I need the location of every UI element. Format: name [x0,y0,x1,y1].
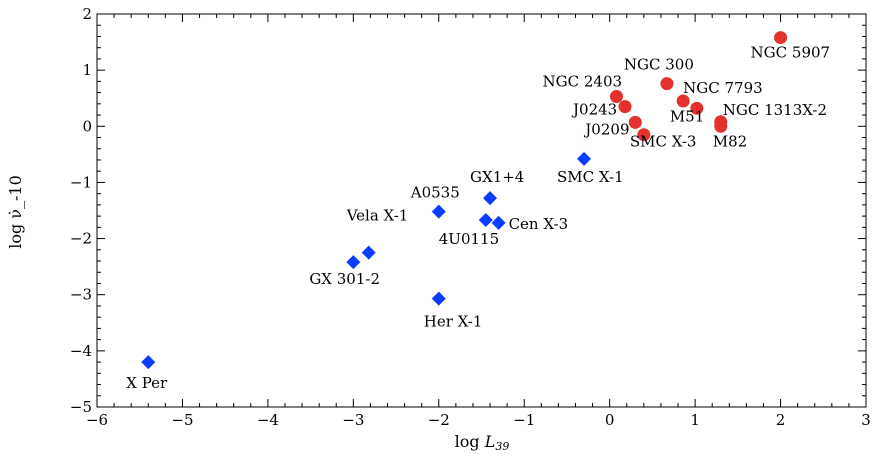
point-labels: X Per GX 301-2 Vela X-1 Her X-1 A0535 4U0115 C… [126,44,830,393]
point-label: J0209 [583,120,629,138]
y-tick-label: −2 [70,230,92,248]
x-axis-title: log L39 [455,432,510,453]
point-label: GX1+4 [470,168,524,186]
data-point-circle [714,119,728,133]
data-point-circle [618,100,632,114]
point-label: X Per [126,374,168,392]
data-point-circle [637,128,651,142]
data-point-diamond [361,245,376,260]
point-label: Her X-1 [424,313,483,331]
data-point-circle [690,101,704,115]
y-tick-label: 0 [82,117,92,135]
data-point-diamond [431,291,446,306]
x-tick-label: −1 [513,411,535,429]
point-label: 4U0115 [439,230,499,248]
data-point-circle [628,115,642,129]
point-label: NGC 1313X-2 [723,101,827,119]
axis-ticks [96,13,867,408]
y-tick-label: 1 [82,61,92,79]
x-tick-label: 2 [776,411,786,429]
data-point-circle [660,77,674,91]
y-tick-label: −3 [70,286,92,304]
data-point-circle [774,31,788,45]
data-point-diamond [483,191,498,206]
x-tick-label: −4 [257,411,279,429]
data-point-circle [610,90,624,104]
point-label: M51 [670,107,704,125]
y-tick-label: −5 [70,398,92,416]
data-point-diamond [478,213,493,228]
x-tick-label: −3 [342,411,364,429]
plot-frame [96,13,867,408]
x-tick-label: −2 [428,411,450,429]
point-label: SMC X-1 [557,168,624,186]
point-label: NGC 2403 [543,73,623,91]
data-markers [141,31,788,370]
y-tick-label: −4 [70,342,92,360]
y-tick-label: −1 [70,173,92,191]
point-label: A0535 [410,184,460,202]
data-point-diamond [577,151,592,166]
x-tick-label: 3 [861,411,871,429]
point-label: J0243 [571,101,617,119]
point-label: NGC 7793 [683,79,763,97]
data-point-circle [676,94,690,108]
point-label: Vela X-1 [346,207,409,225]
x-tick-label: −5 [171,411,193,429]
point-label: Cen X-3 [509,215,569,233]
point-label: GX 301-2 [309,270,380,288]
x-tick-label: −6 [86,411,108,429]
point-label: NGC 300 [624,56,694,74]
y-tick-label: 2 [82,5,92,23]
x-tick-label: 0 [605,411,615,429]
y-axis-title: log ν̇_-10 [6,175,25,249]
point-label: SMC X-3 [630,133,697,151]
x-tick-label: 1 [690,411,700,429]
point-label: M82 [713,132,747,150]
data-point-diamond [346,255,361,270]
data-point-diamond [491,215,506,230]
data-point-diamond [431,204,446,219]
plot-border [96,13,867,408]
data-point-diamond [141,355,156,370]
point-label: NGC 5907 [751,44,831,62]
